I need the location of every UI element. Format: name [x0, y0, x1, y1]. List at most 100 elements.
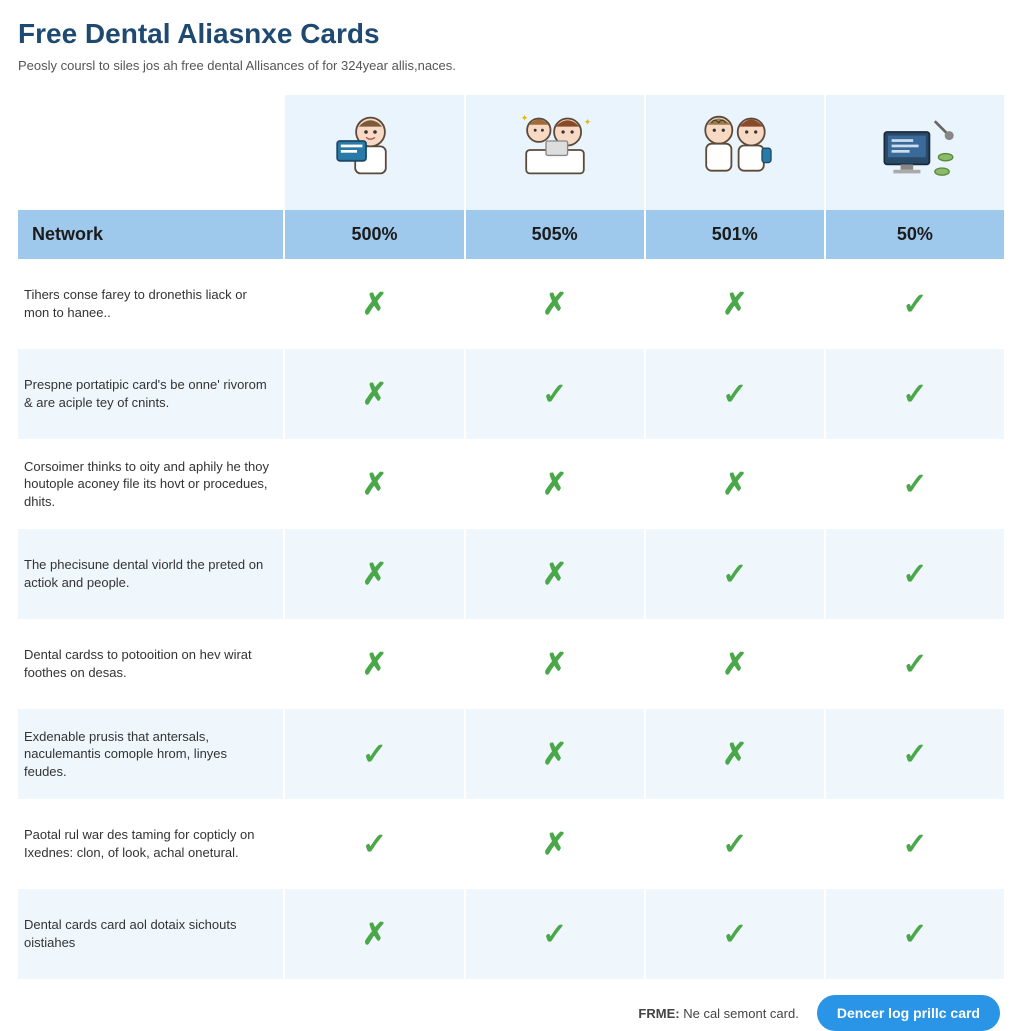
- row-cell: ✗: [284, 529, 464, 619]
- table-row: Corsoimer thinks to oity and aphily he t…: [18, 439, 1005, 529]
- row-cell: ✓: [645, 889, 825, 979]
- two-doctors-icon: [680, 182, 790, 199]
- cross-icon: ✗: [542, 287, 567, 322]
- page-subtitle: Peosly coursl to siles jos ah free denta…: [18, 58, 1006, 73]
- table-row: The phecisune dental viorld the preted o…: [18, 529, 1005, 619]
- row-desc: Tihers conse farey to dronethis liack or…: [18, 259, 284, 349]
- cross-icon: ✗: [542, 827, 567, 862]
- row-cell: ✗: [465, 439, 645, 529]
- table-row: Tihers conse farey to dronethis liack or…: [18, 259, 1005, 349]
- row-desc: Exdenable prusis that antersals, naculem…: [18, 709, 284, 799]
- row-cell: ✓: [825, 799, 1005, 889]
- row-cell: ✗: [465, 619, 645, 709]
- col-header-1: 500%: [284, 210, 464, 259]
- row-cell: ✗: [645, 439, 825, 529]
- footer-note-label: FRME:: [638, 1006, 679, 1021]
- table-row: Paotal rul war des taming for copticly o…: [18, 799, 1005, 889]
- check-icon: ✓: [902, 467, 927, 502]
- page-title: Free Dental Aliasnxe Cards: [18, 18, 1006, 50]
- cross-icon: ✗: [722, 467, 747, 502]
- check-icon: ✓: [722, 917, 747, 952]
- row-desc: Corsoimer thinks to oity and aphily he t…: [18, 439, 284, 529]
- check-icon: ✓: [902, 827, 927, 862]
- row-cell: ✓: [645, 799, 825, 889]
- row-cell: ✗: [465, 799, 645, 889]
- plan-icon-2: ✦ ✦: [465, 95, 645, 210]
- row-cell: ✗: [465, 259, 645, 349]
- check-icon: ✓: [902, 917, 927, 952]
- check-icon: ✓: [722, 827, 747, 862]
- check-icon: ✓: [362, 737, 387, 772]
- svg-text:✦: ✦: [583, 117, 591, 127]
- cross-icon: ✗: [542, 737, 567, 772]
- row-cell: ✓: [825, 889, 1005, 979]
- check-icon: ✓: [362, 827, 387, 862]
- footer-note-text: Ne cal semont card.: [683, 1006, 799, 1021]
- table-body: Tihers conse farey to dronethis liack or…: [18, 259, 1005, 979]
- plan-icon-4: [825, 95, 1005, 210]
- table-row: Exdenable prusis that antersals, naculem…: [18, 709, 1005, 799]
- plan-icon-row: ✦ ✦: [18, 95, 1005, 210]
- table-header-row: Network 500% 505% 501% 50%: [18, 210, 1005, 259]
- cross-icon: ✗: [362, 917, 387, 952]
- cross-icon: ✗: [542, 467, 567, 502]
- cross-icon: ✗: [542, 647, 567, 682]
- cta-button[interactable]: Dencer log prillc card: [817, 995, 1000, 1031]
- row-desc: Dental cards card aol dotaix sichouts oi…: [18, 889, 284, 979]
- row-cell: ✗: [284, 259, 464, 349]
- row-cell: ✗: [284, 889, 464, 979]
- cross-icon: ✗: [722, 737, 747, 772]
- footer: FRME: Ne cal semont card. Dencer log pri…: [18, 979, 1006, 1031]
- table-row: Prespne portatipic card's be onne' rivor…: [18, 349, 1005, 439]
- row-cell: ✗: [645, 709, 825, 799]
- row-desc: The phecisune dental viorld the preted o…: [18, 529, 284, 619]
- row-cell: ✗: [465, 529, 645, 619]
- row-cell: ✗: [284, 349, 464, 439]
- row-cell: ✓: [825, 349, 1005, 439]
- row-cell: ✓: [825, 619, 1005, 709]
- check-icon: ✓: [902, 647, 927, 682]
- col-header-2: 505%: [465, 210, 645, 259]
- cross-icon: ✗: [362, 647, 387, 682]
- cross-icon: ✗: [722, 647, 747, 682]
- row-cell: ✓: [825, 439, 1005, 529]
- check-icon: ✓: [722, 557, 747, 592]
- row-cell: ✗: [284, 439, 464, 529]
- row-cell: ✓: [825, 709, 1005, 799]
- row-cell: ✓: [825, 259, 1005, 349]
- row-cell: ✗: [284, 619, 464, 709]
- row-cell: ✓: [825, 529, 1005, 619]
- cross-icon: ✗: [362, 377, 387, 412]
- two-people-desk-icon: ✦ ✦: [500, 182, 610, 199]
- col-header-desc: Network: [18, 210, 284, 259]
- row-desc: Paotal rul war des taming for copticly o…: [18, 799, 284, 889]
- row-cell: ✗: [645, 259, 825, 349]
- cross-icon: ✗: [542, 557, 567, 592]
- row-desc: Prespne portatipic card's be onne' rivor…: [18, 349, 284, 439]
- cross-icon: ✗: [362, 287, 387, 322]
- row-cell: ✓: [465, 889, 645, 979]
- footer-note: FRME: Ne cal semont card.: [638, 1006, 798, 1021]
- row-cell: ✓: [645, 529, 825, 619]
- row-cell: ✗: [465, 709, 645, 799]
- row-cell: ✓: [645, 349, 825, 439]
- cross-icon: ✗: [362, 467, 387, 502]
- row-cell: ✓: [284, 709, 464, 799]
- check-icon: ✓: [902, 287, 927, 322]
- svg-text:✦: ✦: [520, 113, 528, 123]
- row-desc: Dental cardss to potooition on hev wirat…: [18, 619, 284, 709]
- row-cell: ✗: [645, 619, 825, 709]
- check-icon: ✓: [902, 737, 927, 772]
- cross-icon: ✗: [362, 557, 387, 592]
- col-header-4: 50%: [825, 210, 1005, 259]
- table-row: Dental cards card aol dotaix sichouts oi…: [18, 889, 1005, 979]
- plan-icon-3: [645, 95, 825, 210]
- row-cell: ✓: [284, 799, 464, 889]
- col-header-3: 501%: [645, 210, 825, 259]
- table-row: Dental cardss to potooition on hev wirat…: [18, 619, 1005, 709]
- person-card-icon: [320, 182, 430, 199]
- cross-icon: ✗: [722, 287, 747, 322]
- row-cell: ✓: [465, 349, 645, 439]
- check-icon: ✓: [542, 917, 567, 952]
- check-icon: ✓: [542, 377, 567, 412]
